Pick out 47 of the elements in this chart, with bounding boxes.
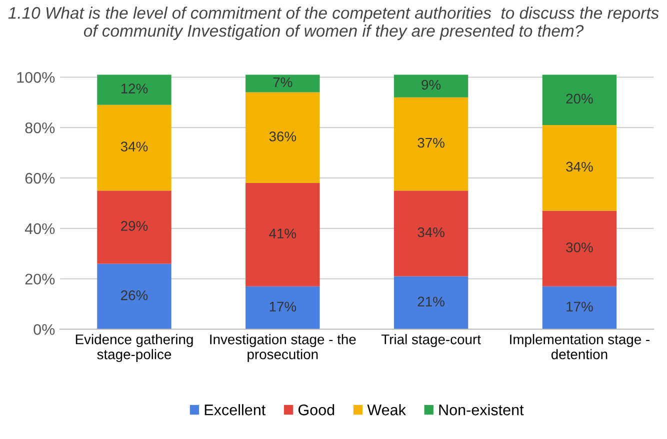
legend-label: Good bbox=[298, 404, 334, 416]
legend-label: Non-existent bbox=[439, 404, 524, 416]
bar bbox=[97, 190, 172, 264]
bar bbox=[394, 190, 468, 276]
bar bbox=[246, 183, 320, 286]
data-label: 7% bbox=[273, 77, 292, 88]
data-label: 17% bbox=[566, 302, 593, 312]
data-label: 34% bbox=[418, 227, 444, 238]
bar bbox=[246, 74, 320, 92]
y-tick-label: 20% bbox=[25, 274, 55, 285]
bar bbox=[97, 264, 172, 330]
bar bbox=[97, 104, 172, 191]
bar bbox=[246, 92, 320, 184]
data-label: 12% bbox=[121, 84, 148, 94]
data-label: 30% bbox=[566, 242, 593, 252]
y-tick-label: 40% bbox=[24, 223, 55, 234]
x-tick-label: Trial stage-court bbox=[381, 334, 481, 348]
data-label: 34% bbox=[566, 162, 593, 172]
data-label: 20% bbox=[566, 94, 593, 104]
data-label: 21% bbox=[418, 296, 444, 306]
data-label: 41% bbox=[269, 228, 296, 238]
y-tick-label: 100% bbox=[17, 72, 55, 83]
bar bbox=[542, 286, 617, 330]
bar bbox=[394, 276, 468, 330]
bar bbox=[394, 74, 468, 98]
data-label: 29% bbox=[121, 221, 148, 231]
bar bbox=[97, 74, 172, 105]
bar bbox=[394, 97, 468, 191]
legend-label: Excellent bbox=[204, 404, 266, 416]
y-tick-label: 60% bbox=[25, 172, 55, 184]
data-label: 9% bbox=[422, 80, 441, 90]
data-label: 37% bbox=[418, 138, 444, 148]
bar bbox=[246, 286, 320, 330]
bar bbox=[542, 210, 617, 286]
bar bbox=[542, 74, 617, 126]
bar bbox=[542, 125, 617, 211]
legend-label: Weak bbox=[367, 404, 406, 416]
x-tick-label: Implementation stage - detention bbox=[510, 334, 650, 360]
y-tick-label: 80% bbox=[25, 122, 55, 134]
data-label: 34% bbox=[120, 142, 148, 152]
data-label: 36% bbox=[269, 132, 296, 142]
x-tick-label: Investigation stage - the prosecution bbox=[210, 334, 356, 362]
chart-title: 1.10 What is the level of commitment of the competent authorities to discuss the reports of community Investigation of women if they are presented to them? bbox=[8, 6, 659, 40]
data-label: 26% bbox=[121, 290, 148, 300]
y-tick-label: 0% bbox=[34, 324, 55, 335]
data-label: 17% bbox=[270, 302, 296, 312]
x-tick-label: Evidence gathering stage-police bbox=[76, 334, 193, 362]
